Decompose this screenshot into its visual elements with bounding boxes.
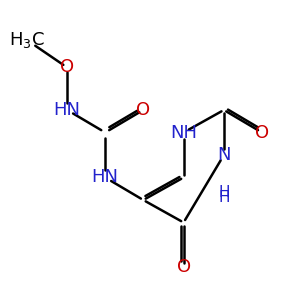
Text: O: O (255, 124, 269, 142)
Text: O: O (60, 58, 74, 76)
Text: O: O (176, 259, 190, 277)
Text: $\mathregular{H_3C}$: $\mathregular{H_3C}$ (9, 30, 45, 50)
Text: HN: HN (54, 101, 81, 119)
Text: NH: NH (170, 124, 197, 142)
Text: N: N (217, 146, 231, 164)
Text: HN: HN (92, 169, 119, 187)
Text: H: H (218, 190, 230, 205)
Text: H: H (218, 185, 230, 200)
Text: O: O (136, 101, 150, 119)
